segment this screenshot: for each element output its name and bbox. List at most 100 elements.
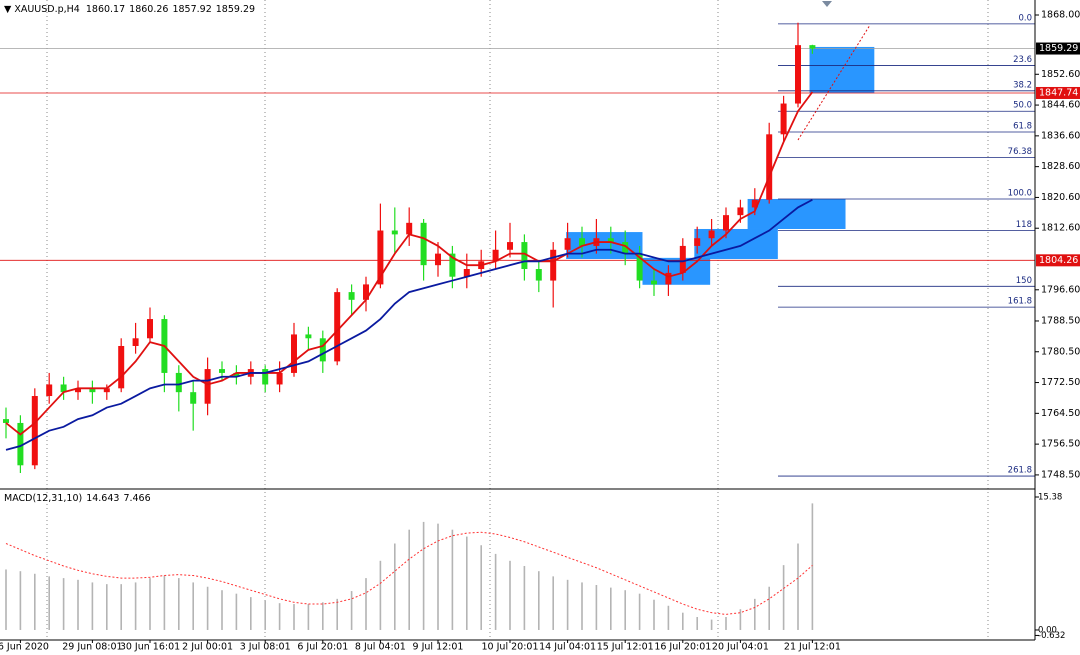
- x-tick-label: 20 Jul 04:01: [712, 642, 769, 653]
- macd-bar: [235, 593, 238, 630]
- macd-bar: [221, 590, 223, 630]
- price-tag: [1036, 86, 1080, 99]
- price-tag: [1036, 254, 1080, 267]
- fib-label: 23.6: [1013, 55, 1032, 65]
- macd-bar: [422, 521, 425, 630]
- candle-body: [319, 338, 326, 362]
- macd-bar: [5, 569, 7, 630]
- macd-bar: [408, 529, 410, 630]
- candle-body: [420, 222, 427, 266]
- chart-header: ▼ XAUUSD.p,H4 1860.17 1860.26 1857.92 1859.2…: [4, 4, 255, 15]
- candle-body: [391, 230, 398, 235]
- macd-bar: [77, 579, 79, 630]
- y-tick-label: 15.38: [1038, 493, 1062, 503]
- candle-body: [708, 230, 715, 239]
- candle-body: [377, 230, 384, 285]
- candle-body: [60, 384, 67, 393]
- macd-bar: [739, 609, 742, 630]
- shift-marker: [822, 1, 832, 7]
- macd-bar: [106, 584, 108, 630]
- x-tick-label: 2 Jul 00:01: [182, 642, 233, 653]
- y-tick-label: 1796.60: [1041, 284, 1080, 295]
- x-tick-label: 29 Jun 08:01: [62, 642, 122, 653]
- macd-bar: [278, 603, 281, 630]
- fib-label: 0.0: [1018, 13, 1032, 23]
- macd-bar: [566, 579, 569, 630]
- macd-header: MACD(12,31,10) 14.643 7.466: [4, 493, 151, 504]
- candle-body: [334, 292, 341, 362]
- candle-body: [795, 45, 801, 104]
- macd-bar: [538, 571, 540, 630]
- trend-line: [797, 24, 871, 141]
- macd-bar: [624, 590, 626, 630]
- candle-body: [233, 372, 240, 377]
- macd-bar: [379, 560, 382, 630]
- macd-bar: [480, 545, 482, 630]
- fib-label: 150: [1016, 276, 1032, 286]
- moving-average: [5, 91, 814, 436]
- x-tick-label: 30 Jun 16:01: [120, 642, 180, 653]
- candle-body: [521, 242, 528, 270]
- macd-bar: [667, 605, 670, 630]
- macd-value: 14.643: [86, 493, 119, 504]
- macd-bar: [725, 617, 727, 630]
- bid-tag-label: 1859.29: [1039, 43, 1078, 54]
- candle-body: [363, 284, 369, 300]
- macd-bar: [610, 587, 612, 630]
- price-tag-label: 1847.74: [1039, 87, 1078, 98]
- x-tick-label: 15 Jul 12:01: [597, 642, 654, 653]
- last-close: 1859.29: [216, 4, 255, 15]
- fib-label: 100.0: [1008, 188, 1032, 198]
- candle-body: [737, 207, 744, 216]
- candle-body: [809, 45, 816, 49]
- macd-bar: [394, 543, 396, 630]
- macd-bar: [466, 536, 468, 630]
- candle-body: [449, 253, 456, 277]
- x-tick-label: 14 Jul 04:01: [539, 642, 596, 653]
- candle-body: [435, 253, 441, 266]
- x-tick-label: 10 Jul 20:01: [482, 642, 539, 653]
- x-tick-label: 6 Jul 20:01: [297, 642, 348, 653]
- x-tick-label: 16 Jul 20:01: [654, 642, 711, 653]
- y-tick-label: 1764.50: [1041, 408, 1080, 419]
- header-arrow: ▼: [4, 4, 14, 15]
- bid-tag: [1036, 42, 1080, 55]
- macd-bar: [178, 578, 180, 630]
- candle-body: [3, 419, 9, 423]
- x-tick-label: 21 Jul 12:01: [784, 642, 841, 653]
- y-tick-label: 1748.50: [1041, 469, 1080, 480]
- y-tick-label: -0.632: [1038, 631, 1065, 641]
- candle-body: [89, 388, 96, 393]
- fib-label: 50.0: [1013, 101, 1032, 111]
- macd-bar: [782, 565, 785, 630]
- y-tick-label: 0.00: [1038, 625, 1057, 635]
- y-tick-label: 1772.50: [1041, 377, 1080, 388]
- zone: [566, 232, 643, 260]
- y-tick-label: 1836.60: [1041, 130, 1080, 141]
- macd-bar: [34, 573, 36, 630]
- macd-bar: [638, 593, 641, 630]
- fib-label: 261.8: [1008, 466, 1032, 476]
- candle-body: [780, 103, 787, 135]
- candle-body: [103, 388, 110, 393]
- zone: [747, 198, 846, 229]
- macd-bar: [293, 604, 295, 630]
- y-tick-label: 1756.50: [1041, 439, 1080, 450]
- candle-body: [564, 238, 571, 250]
- fib-label: 38.2: [1013, 80, 1032, 90]
- fib-label: 161.8: [1008, 297, 1032, 307]
- candle-body: [651, 280, 657, 285]
- macd-bar: [797, 543, 799, 630]
- signal-value: 7.466: [123, 493, 150, 504]
- x-tick-label: 26 Jun 2020: [0, 642, 49, 653]
- candle-body: [766, 134, 773, 200]
- candle-body: [276, 372, 283, 385]
- fib-label: 118: [1016, 220, 1032, 230]
- candle-body: [636, 253, 643, 281]
- candle-body: [262, 369, 269, 385]
- candle-body: [190, 392, 197, 404]
- macd-bar: [250, 597, 252, 630]
- candle-body: [147, 319, 153, 339]
- x-tick-label: 3 Jul 08:01: [240, 642, 291, 653]
